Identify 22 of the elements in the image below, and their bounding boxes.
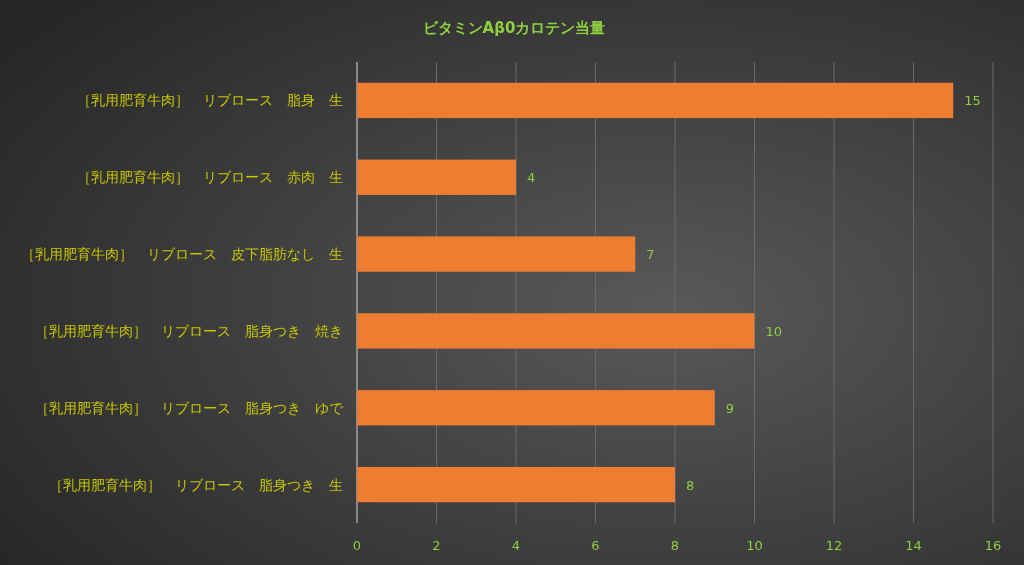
data-label: 9	[725, 400, 735, 416]
y-tick-label: ［乳用肥育牛肉］ リブロース 赤肉 生	[77, 169, 343, 186]
data-label: 10	[765, 323, 783, 339]
title: ビタミンAβ0カロテン当量	[422, 19, 606, 37]
data-label: 8	[686, 477, 695, 493]
x-tick-label: 4	[511, 538, 521, 553]
x-tick-label: 2	[432, 538, 441, 553]
data-label: 4	[527, 170, 536, 186]
x-tick-label: 12	[825, 538, 843, 553]
y-tick-label: ［乳用肥育牛肉］ リブロース 脂身つき 焼き	[35, 322, 343, 339]
y-tick-label: ［乳用肥育牛肉］ リブロース 皮下脂肪なし 生	[21, 246, 343, 263]
data-label: 15	[964, 93, 981, 109]
x-tick-label: 0	[352, 538, 362, 553]
x-tick-label: 8	[670, 538, 680, 553]
y-tick-label: ［乳用肥育牛肉］ リブロース 脂身つき 生	[49, 476, 343, 493]
y-tick-label: ［乳用肥育牛肉］ リブロース 脂身つき ゆで	[35, 399, 344, 416]
data-label: 7	[646, 247, 655, 263]
y-tick-label: ［乳用肥育牛肉］ リブロース 脂身 生	[77, 92, 343, 109]
x-tick-label: 10	[746, 538, 763, 553]
x-tick-label: 14	[905, 538, 922, 553]
x-tick-label: 6	[591, 538, 600, 553]
x-tick-label: 16	[984, 538, 1002, 553]
